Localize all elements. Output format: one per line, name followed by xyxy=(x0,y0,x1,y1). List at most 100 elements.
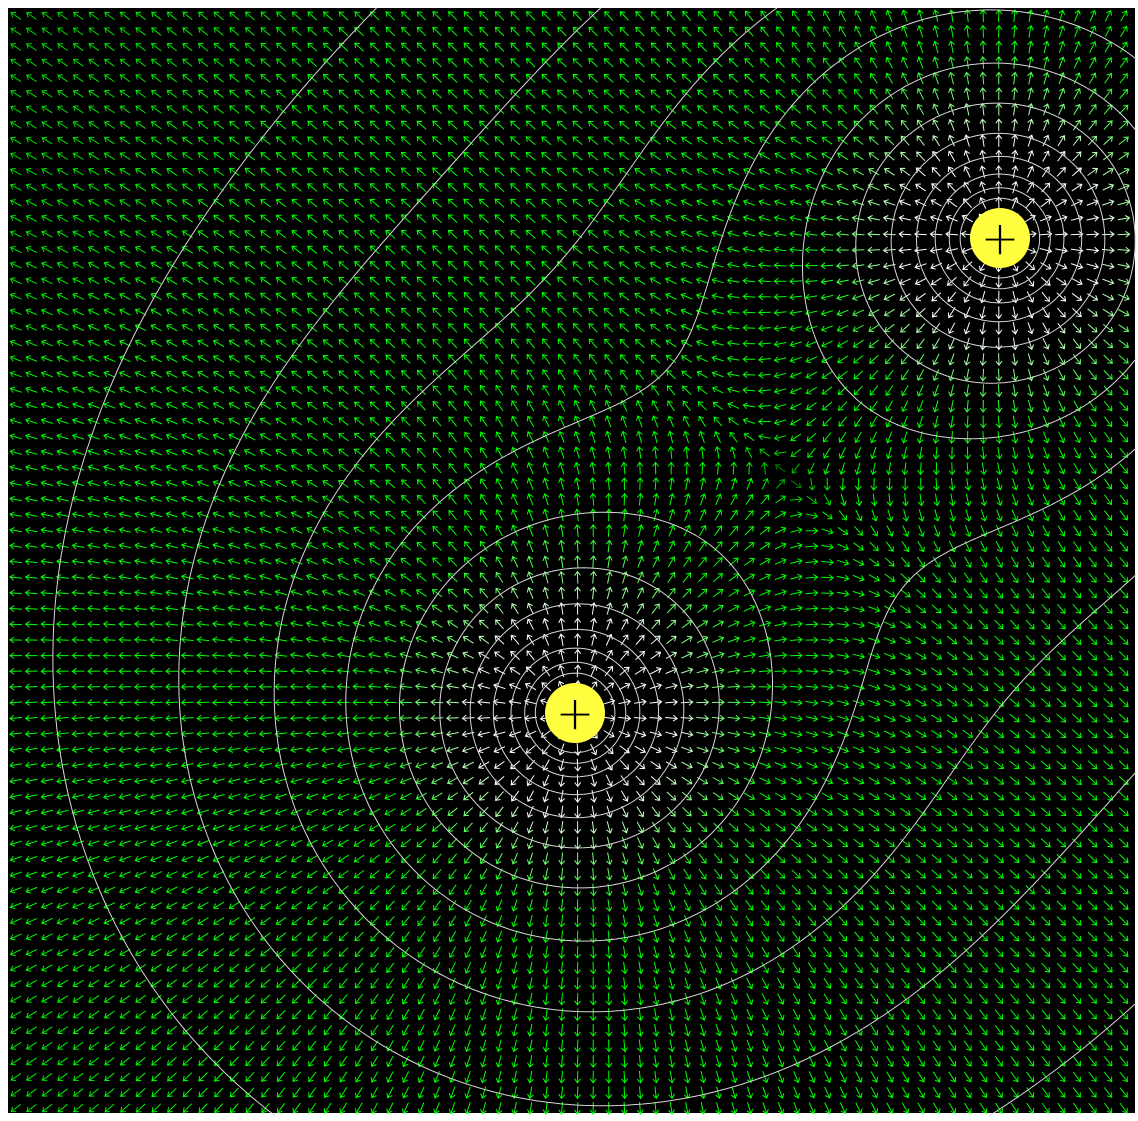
field-arrow xyxy=(835,230,849,238)
field-arrow xyxy=(9,324,22,331)
field-arrow xyxy=(150,355,163,363)
field-arrow xyxy=(463,42,474,52)
field-arrow xyxy=(541,120,552,130)
field-arrow xyxy=(385,151,396,161)
field-arrow xyxy=(9,433,22,440)
field-arrow xyxy=(1120,25,1128,37)
field-arrow xyxy=(1043,384,1050,397)
field-arrow xyxy=(511,477,519,490)
field-arrow xyxy=(1117,262,1131,270)
field-arrow xyxy=(135,58,146,67)
field-arrow xyxy=(432,541,442,551)
field-arrow xyxy=(291,58,302,68)
field-arrow xyxy=(1087,308,1098,317)
field-arrow xyxy=(948,462,956,476)
field-arrow xyxy=(542,400,550,412)
field-arrow xyxy=(385,448,396,458)
field-arrow xyxy=(432,432,442,443)
field-arrow xyxy=(135,89,146,98)
field-arrow xyxy=(995,275,1003,289)
field-arrow xyxy=(322,89,333,99)
field-arrow xyxy=(229,27,240,36)
field-arrow xyxy=(805,183,818,191)
field-arrow xyxy=(416,245,427,255)
field-arrow xyxy=(742,308,756,316)
field-arrow xyxy=(213,167,224,176)
field-arrow xyxy=(964,415,971,429)
field-arrow xyxy=(995,353,1003,367)
field-arrow xyxy=(275,120,287,130)
field-arrow xyxy=(150,245,162,254)
field-arrow xyxy=(619,73,630,83)
field-arrow xyxy=(166,11,178,21)
field-arrow xyxy=(322,151,333,161)
field-arrow xyxy=(511,415,519,428)
field-arrow xyxy=(618,136,630,145)
field-arrow xyxy=(901,40,908,53)
field-arrow xyxy=(88,167,100,176)
field-arrow xyxy=(212,386,225,394)
field-arrow xyxy=(867,278,880,286)
field-arrow xyxy=(603,323,614,333)
field-arrow xyxy=(995,399,1003,413)
field-arrow xyxy=(150,292,162,301)
field-arrow xyxy=(134,511,147,518)
field-arrow xyxy=(291,339,302,348)
field-arrow xyxy=(742,340,756,347)
field-arrow xyxy=(587,136,599,145)
field-arrow xyxy=(118,464,132,471)
field-arrow xyxy=(400,89,411,99)
field-arrow xyxy=(9,370,22,378)
field-arrow xyxy=(353,183,365,192)
field-arrow xyxy=(726,261,740,269)
field-arrow xyxy=(885,104,894,115)
field-arrow xyxy=(589,384,597,396)
field-arrow xyxy=(432,369,442,380)
field-arrow xyxy=(196,526,210,534)
field-arrow xyxy=(510,245,520,255)
field-arrow xyxy=(463,104,474,115)
field-arrow xyxy=(306,308,318,317)
field-arrow xyxy=(275,230,287,239)
field-arrow xyxy=(558,461,565,475)
field-arrow xyxy=(338,448,349,457)
field-arrow xyxy=(41,89,53,98)
field-arrow xyxy=(260,167,271,177)
field-arrow xyxy=(337,511,349,519)
field-arrow xyxy=(166,261,178,270)
field-arrow xyxy=(229,105,240,114)
field-arrow xyxy=(40,542,54,550)
field-arrow xyxy=(789,356,802,364)
field-arrow xyxy=(1103,370,1113,380)
field-arrow xyxy=(882,230,896,238)
field-arrow xyxy=(150,167,162,176)
field-arrow xyxy=(307,230,318,239)
field-arrows xyxy=(9,9,1131,1115)
field-arrow xyxy=(587,105,599,114)
field-arrow xyxy=(635,42,645,52)
field-arrow xyxy=(573,430,581,443)
field-arrow xyxy=(572,183,583,192)
field-arrow xyxy=(432,151,443,161)
field-arrow xyxy=(885,41,893,53)
field-arrow xyxy=(87,261,100,269)
field-arrow xyxy=(228,152,240,161)
field-arrow xyxy=(479,540,488,552)
field-arrow xyxy=(307,120,318,130)
field-arrow xyxy=(463,214,474,224)
field-arrow xyxy=(1043,71,1050,85)
field-arrow xyxy=(24,527,38,534)
field-arrow xyxy=(526,384,535,396)
field-arrow xyxy=(464,541,473,552)
field-arrow xyxy=(838,25,847,37)
field-arrow xyxy=(213,105,224,114)
field-arrow xyxy=(932,353,940,366)
field-arrow xyxy=(713,416,723,427)
field-arrow xyxy=(119,58,131,67)
field-arrow xyxy=(557,58,567,68)
field-arrow xyxy=(820,183,833,191)
field-arrow xyxy=(1102,183,1115,191)
field-arrow xyxy=(165,464,178,471)
field-arrow xyxy=(25,277,38,285)
